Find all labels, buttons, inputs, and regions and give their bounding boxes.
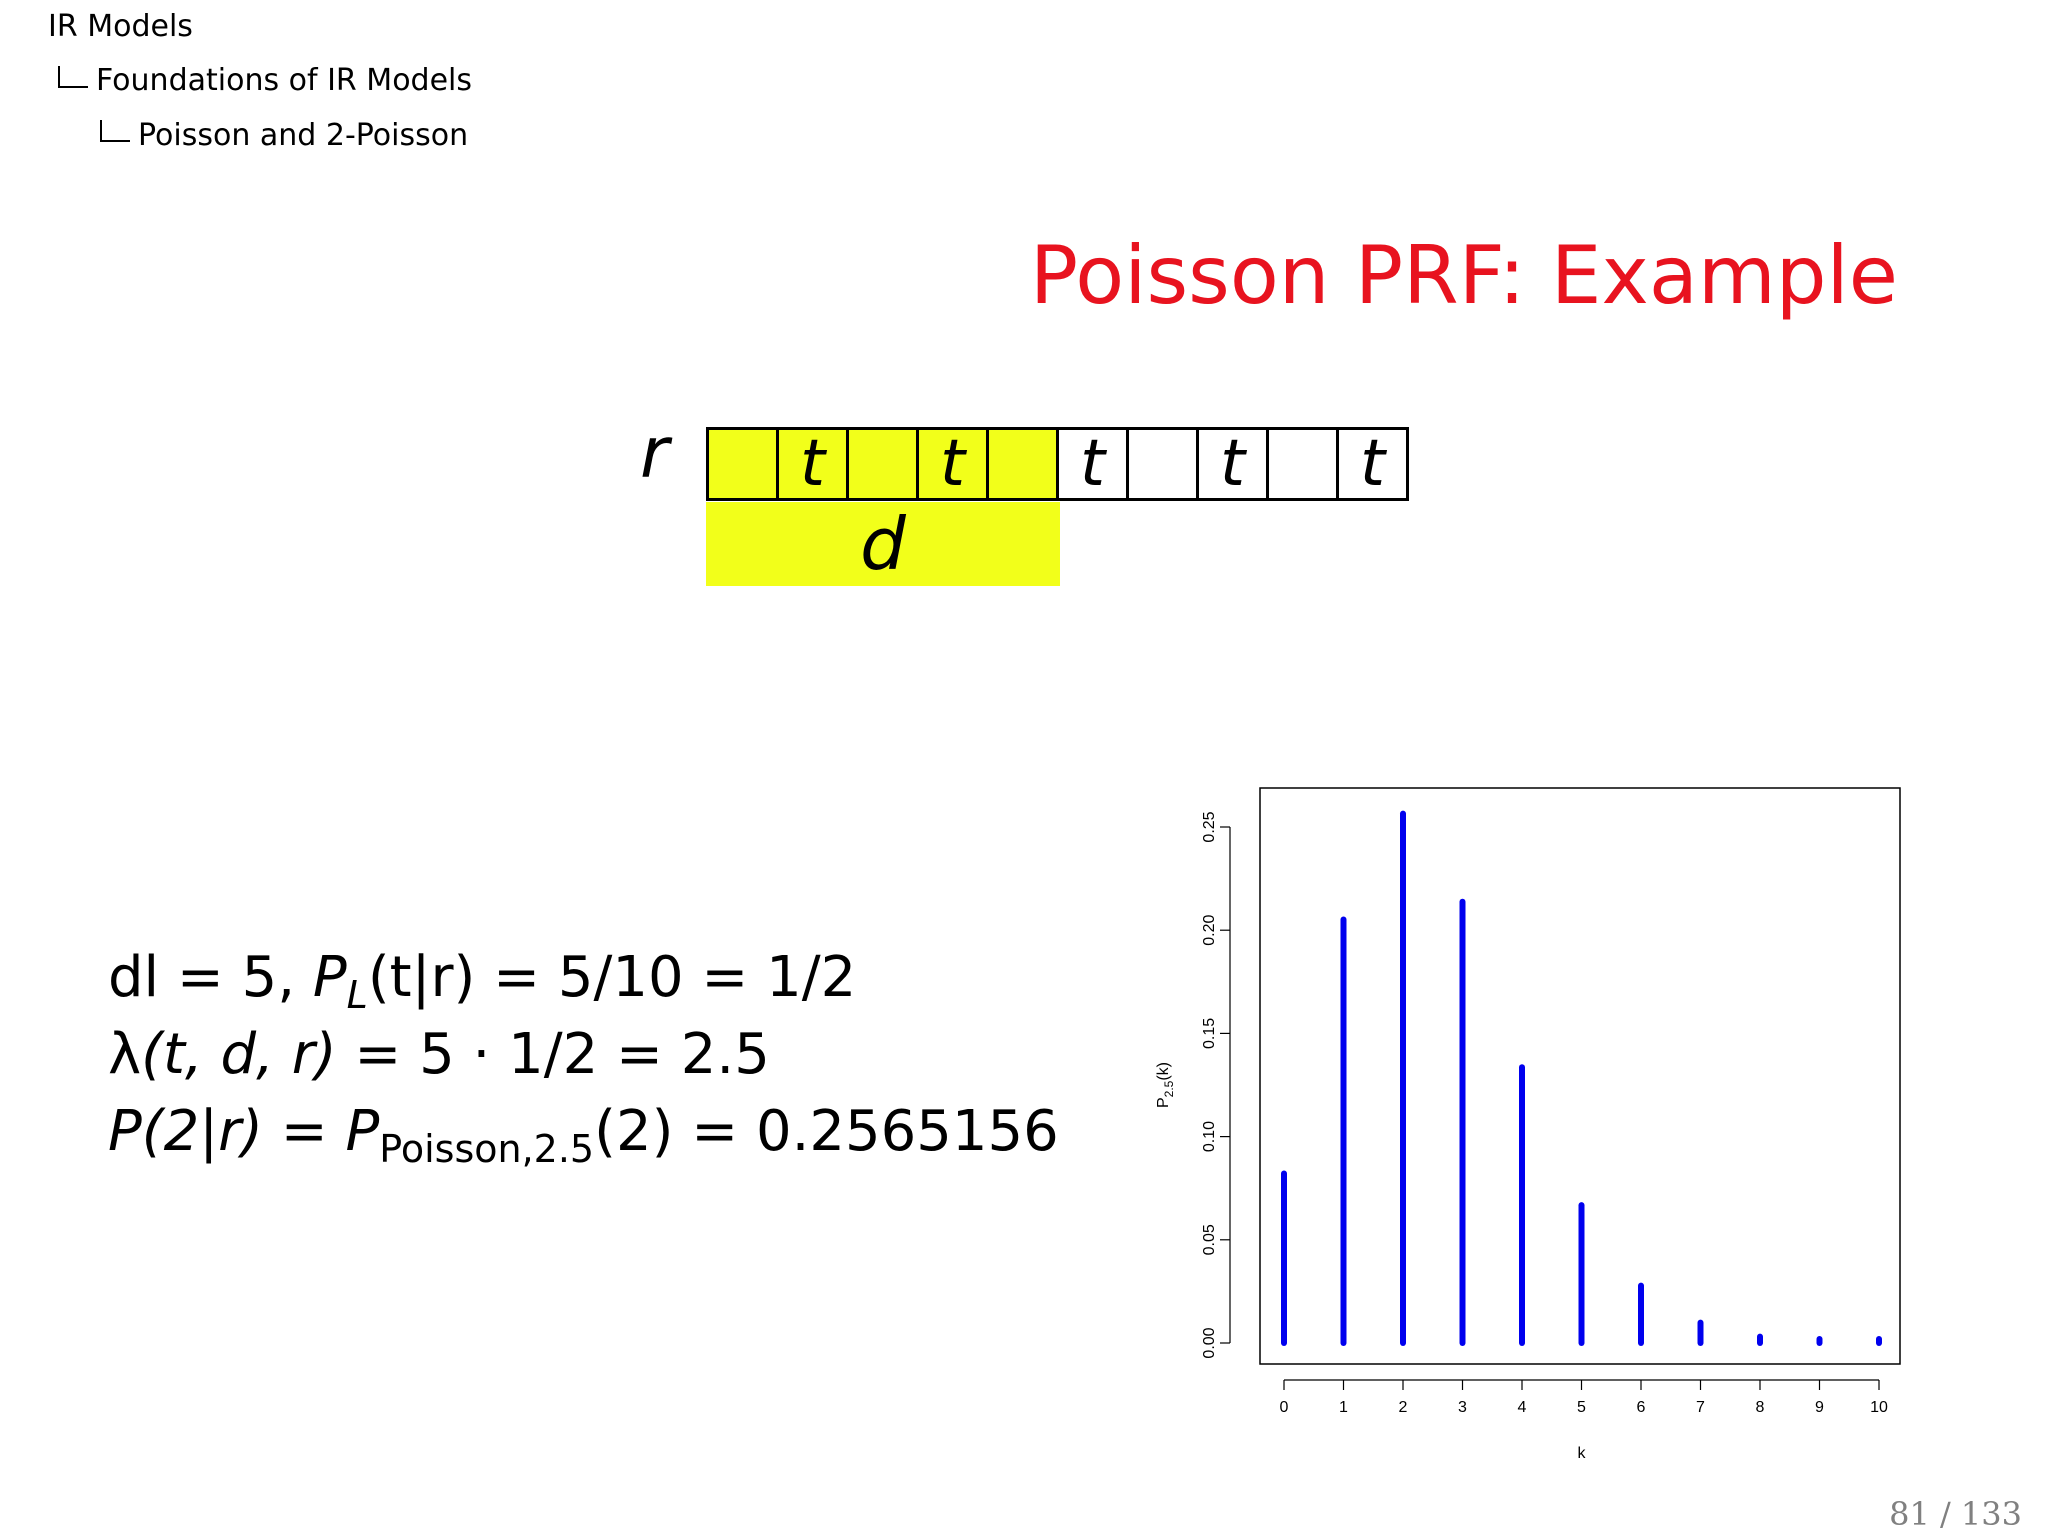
x-tick-label: 6 bbox=[1637, 1399, 1646, 1416]
x-tick-label: 10 bbox=[1870, 1399, 1888, 1416]
x-tick-label: 1 bbox=[1339, 1399, 1348, 1416]
y-tick-label: 0.15 bbox=[1201, 1018, 1218, 1049]
breadcrumb-level1: IR Models bbox=[48, 9, 193, 44]
document-label: d bbox=[860, 502, 906, 586]
slide-title: Poisson PRF: Example bbox=[1029, 229, 1898, 322]
strip-cell bbox=[989, 430, 1059, 498]
equation-line-3: P(2|r) = PPoisson,2.5(2) = 0.2565156 bbox=[108, 1099, 1059, 1171]
strip-cell bbox=[1129, 430, 1199, 498]
x-tick-label: 2 bbox=[1399, 1399, 1408, 1416]
breadcrumb-level3: Poisson and 2-Poisson bbox=[138, 118, 469, 153]
y-tick-label: 0.10 bbox=[1201, 1121, 1218, 1152]
x-tick-label: 5 bbox=[1577, 1399, 1586, 1416]
strip-cell bbox=[849, 430, 919, 498]
plot-frame bbox=[1259, 787, 1901, 1365]
x-tick-label: 7 bbox=[1696, 1399, 1705, 1416]
equation-line-1: dl = 5, PL(t|r) = 5/10 = 1/2 bbox=[108, 945, 857, 1017]
x-tick-label: 9 bbox=[1815, 1399, 1824, 1416]
strip-cell bbox=[1269, 430, 1339, 498]
strip-cell bbox=[709, 430, 779, 498]
page-number: 81 / 133 bbox=[1889, 1495, 2022, 1533]
breadcrumb-connector-1 bbox=[58, 66, 88, 88]
strip-cell: t bbox=[919, 430, 989, 498]
strip-cell: t bbox=[779, 430, 849, 498]
x-tick-label: 3 bbox=[1458, 1399, 1467, 1416]
breadcrumb-connector-2 bbox=[100, 120, 130, 142]
strip-cell: t bbox=[1199, 430, 1269, 498]
y-tick-label: 0.25 bbox=[1201, 811, 1218, 842]
x-axis-label: k bbox=[1578, 1445, 1587, 1462]
strip-cell: t bbox=[1339, 430, 1406, 498]
x-tick-label: 8 bbox=[1756, 1399, 1765, 1416]
y-axis-label: P2.5(k) bbox=[1155, 1062, 1176, 1108]
y-tick-label: 0.20 bbox=[1201, 915, 1218, 946]
x-tick-label: 4 bbox=[1518, 1399, 1527, 1416]
y-tick-label: 0.05 bbox=[1201, 1224, 1218, 1255]
poisson-distribution-chart: 0.00 0.05 0.10 0.15 0.20 0.25 0 1 2 3 4 5 6 7 8 9 10 k P2.… bbox=[1155, 787, 1901, 1462]
document-block: d bbox=[706, 502, 1060, 586]
equation-line-2: λ(t, d, r) = 5 · 1/2 = 2.5 bbox=[108, 1022, 770, 1087]
x-tick-label: 0 bbox=[1280, 1399, 1289, 1416]
relevant-set-label: r bbox=[640, 412, 669, 494]
breadcrumb-level2: Foundations of IR Models bbox=[96, 63, 473, 98]
strip-cell: t bbox=[1059, 430, 1129, 498]
y-tick-label: 0.00 bbox=[1201, 1327, 1218, 1358]
